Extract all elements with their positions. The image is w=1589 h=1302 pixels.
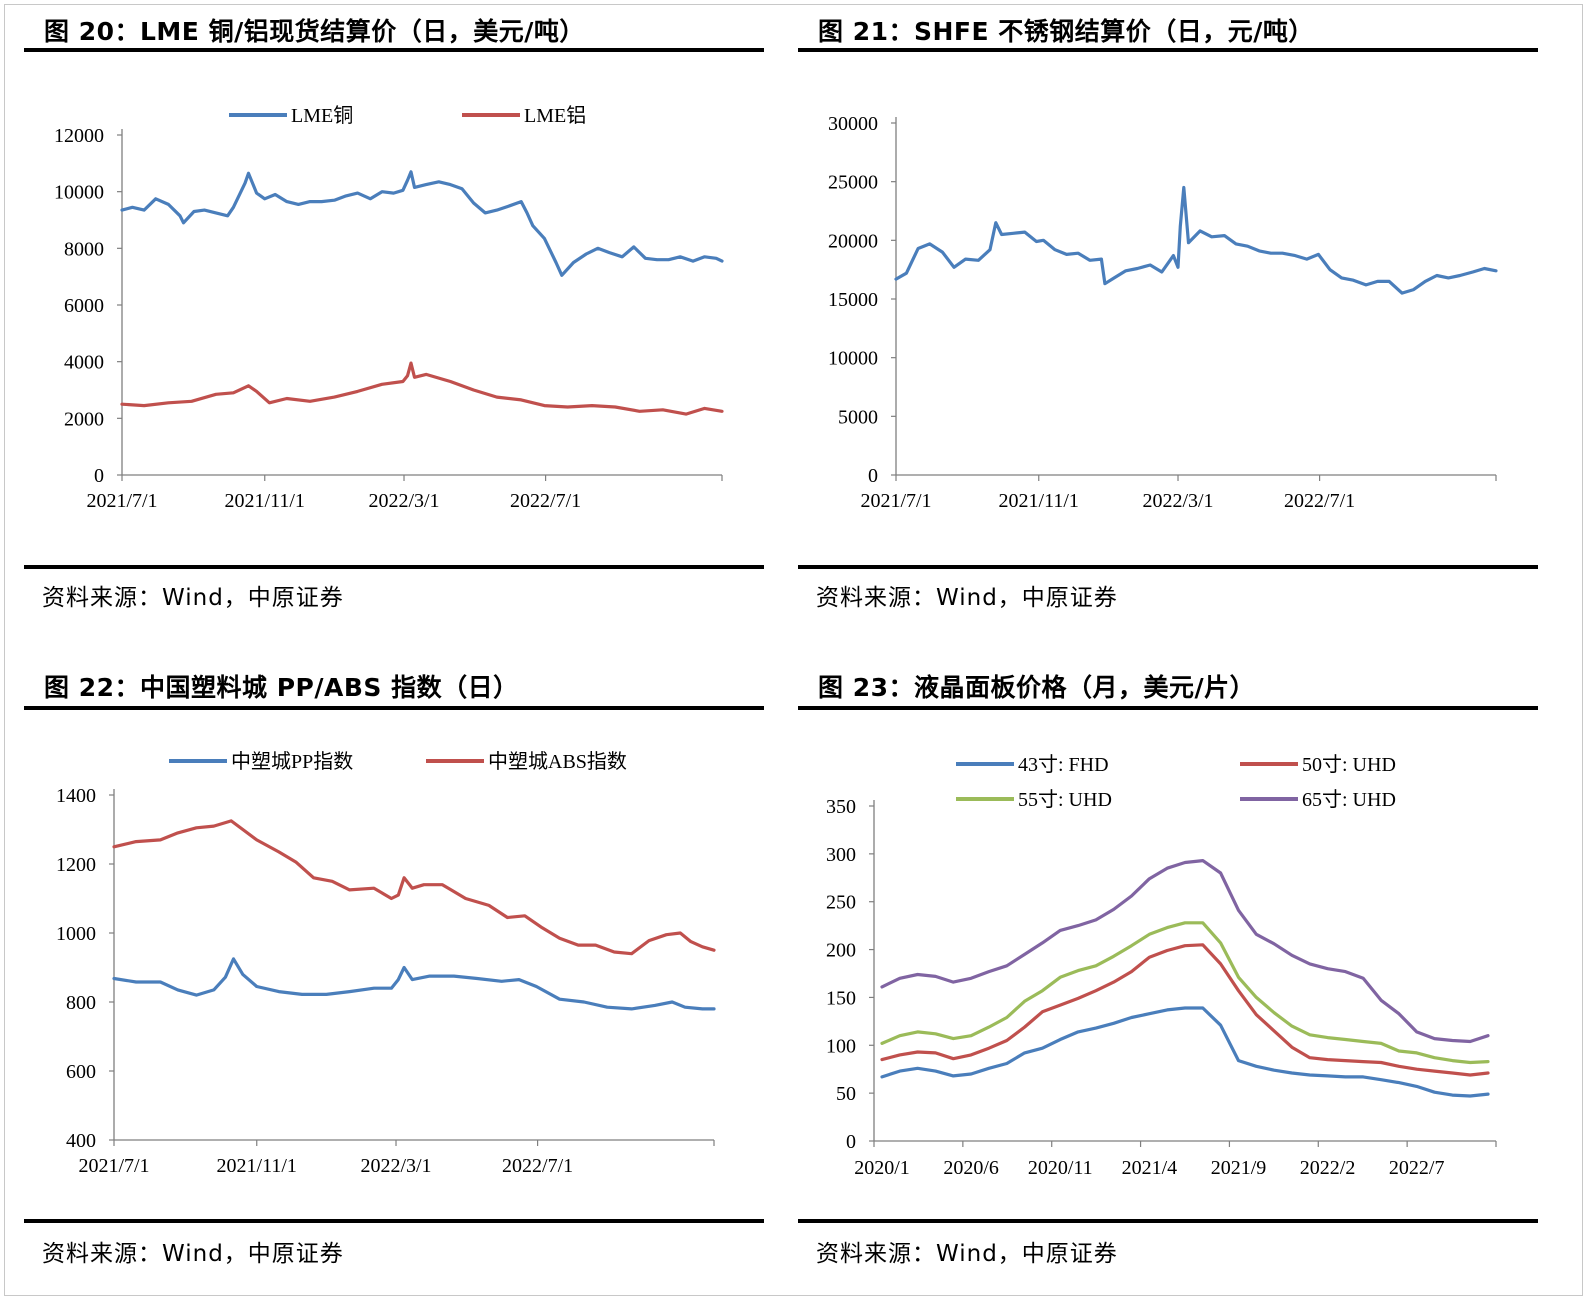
x-tick-label: 2022/7 <box>1389 1157 1445 1179</box>
y-tick-label: 0 <box>868 465 878 487</box>
source-note: 资料来源：Wind，中原证券 <box>42 1241 344 1267</box>
y-tick-label: 1200 <box>56 854 96 876</box>
y-tick-label: 5000 <box>838 406 878 428</box>
legend-label: 中塑城PP指数 <box>231 750 353 773</box>
legend-label: LME铝 <box>524 104 586 127</box>
series-line-0 <box>894 185 1498 295</box>
panel-lme: 图 20：LME 铜/铝现货结算价（日，美元/吨） 0 2000 4000 6000 8… <box>24 0 764 640</box>
y-tick-label: 600 <box>66 1061 96 1083</box>
y-tick-label: 20000 <box>828 230 878 252</box>
source-note: 资料来源：Wind，中原证券 <box>42 585 344 611</box>
y-tick-label: 25000 <box>828 172 878 194</box>
y-tick-label: 6000 <box>64 295 104 317</box>
title-rule <box>798 706 1538 710</box>
series-line-1 <box>112 819 716 956</box>
y-tick-label: 4000 <box>64 352 104 374</box>
legend-label: 中塑城ABS指数 <box>488 750 627 773</box>
y-tick-label: 2000 <box>64 408 104 430</box>
title-rule <box>24 706 764 710</box>
chart-title: 图 21：SHFE 不锈钢结算价（日，元/吨） <box>818 17 1314 46</box>
y-tick-label: 150 <box>826 987 856 1009</box>
source-rule <box>798 1219 1538 1223</box>
x-tick-label: 2021/4 <box>1122 1157 1178 1179</box>
y-tick-label: 8000 <box>64 238 104 260</box>
source-rule <box>24 1219 764 1223</box>
series-line-0 <box>112 957 716 1011</box>
chart-lme-copper-aluminum: 0 2000 4000 6000 8000 10000 12000 2021/7/1 2021/… <box>54 104 724 512</box>
x-tick-label: 2022/3/1 <box>368 490 439 512</box>
y-tick-label: 300 <box>826 844 856 866</box>
chart-shfe-stainless: 0 5000 10000 15000 20000 25000 30000 2021/7/1 20… <box>828 113 1498 512</box>
x-tick-label: 2022/7/1 <box>1284 490 1355 512</box>
series-line-1 <box>120 361 724 416</box>
source-note: 资料来源：Wind，中原证券 <box>816 1241 1118 1267</box>
title-rule <box>24 48 764 52</box>
y-tick-label: 12000 <box>54 125 104 147</box>
legend-label: 43寸: FHD <box>1018 753 1109 776</box>
x-tick-label: 2020/11 <box>1028 1157 1093 1179</box>
series-line-0 <box>120 170 724 277</box>
y-tick-label: 10000 <box>828 348 878 370</box>
y-tick-label: 50 <box>836 1083 856 1105</box>
x-tick-label: 2021/9 <box>1211 1157 1267 1179</box>
x-tick-label: 2021/7/1 <box>86 490 157 512</box>
x-tick-label: 2021/7/1 <box>860 490 931 512</box>
y-tick-label: 1000 <box>56 923 96 945</box>
y-tick-label: 15000 <box>828 289 878 311</box>
y-tick-label: 30000 <box>828 113 878 135</box>
x-tick-label: 2022/3/1 <box>360 1155 431 1177</box>
legend-label: LME铜 <box>291 104 353 127</box>
y-tick-label: 800 <box>66 992 96 1014</box>
series-line-1 <box>880 943 1490 1077</box>
x-tick-label: 2022/3/1 <box>1142 490 1213 512</box>
title-rule <box>798 48 1538 52</box>
x-tick-label: 2022/2 <box>1300 1157 1356 1179</box>
chart-pp-abs-index: 400 600 800 1000 1200 1400 2021/7/1 2021/11/1 20… <box>56 750 716 1177</box>
x-tick-label: 2021/11/1 <box>225 490 305 512</box>
x-tick-label: 2022/7/1 <box>502 1155 573 1177</box>
y-tick-label: 400 <box>66 1130 96 1152</box>
page-frame <box>4 4 1583 1296</box>
chart-title: 图 20：LME 铜/铝现货结算价（日，美元/吨） <box>44 17 585 46</box>
y-tick-label: 0 <box>94 465 104 487</box>
source-note: 资料来源：Wind，中原证券 <box>816 585 1118 611</box>
y-tick-label: 100 <box>826 1035 856 1057</box>
source-rule <box>798 565 1538 569</box>
x-tick-label: 2021/11/1 <box>999 490 1079 512</box>
source-rule <box>24 565 764 569</box>
chart-title: 图 23：液晶面板价格（月，美元/片） <box>818 673 1256 702</box>
chart-lcd-panel-prices: 0 50 100 150 200 250 300 350 2020/1 2020/6 2020/11… <box>826 753 1497 1179</box>
series-line-2 <box>880 921 1490 1065</box>
y-tick-label: 200 <box>826 940 856 962</box>
legend-label: 55寸: UHD <box>1018 788 1112 811</box>
x-tick-label: 2020/1 <box>854 1157 910 1179</box>
y-tick-label: 350 <box>826 796 856 818</box>
panel-lcd: 图 23：液晶面板价格（月，美元/片） 0 50 100 150 200 250 300 35… <box>798 656 1538 1296</box>
chart-title: 图 22：中国塑料城 PP/ABS 指数（日） <box>44 673 519 702</box>
x-tick-label: 2020/6 <box>943 1157 999 1179</box>
x-tick-label: 2021/7/1 <box>78 1155 149 1177</box>
panel-plastics: 图 22：中国塑料城 PP/ABS 指数（日） 400 600 800 1000 120… <box>24 656 764 1296</box>
legend-label: 50寸: UHD <box>1302 753 1396 776</box>
y-tick-label: 10000 <box>54 182 104 204</box>
series-line-0 <box>880 1006 1490 1098</box>
y-tick-label: 1400 <box>56 785 96 807</box>
legend-label: 65寸: UHD <box>1302 788 1396 811</box>
y-tick-label: 0 <box>846 1131 856 1153</box>
x-tick-label: 2021/11/1 <box>217 1155 297 1177</box>
series-line-3 <box>880 859 1490 1044</box>
panel-shfe: 图 21：SHFE 不锈钢结算价（日，元/吨） 0 5000 10000 15000 2… <box>798 0 1538 640</box>
y-tick-label: 250 <box>826 892 856 914</box>
x-tick-label: 2022/7/1 <box>510 490 581 512</box>
